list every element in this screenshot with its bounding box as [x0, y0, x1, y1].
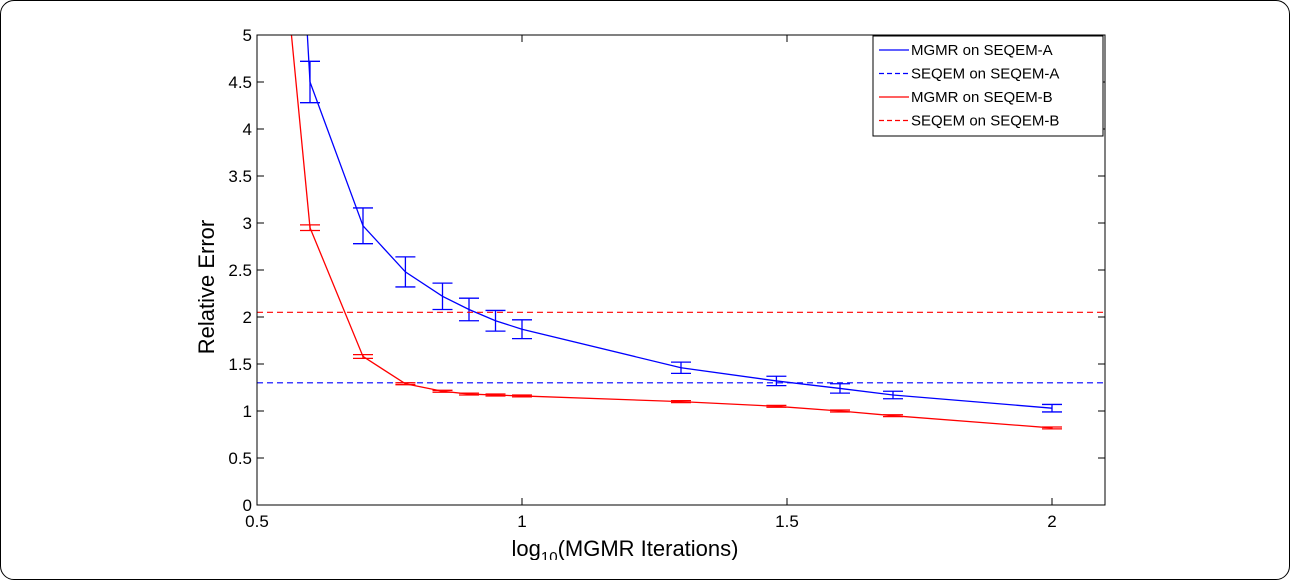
- legend-box: [872, 35, 1104, 137]
- y-tick-label: 1.5: [228, 355, 252, 374]
- error-bar-mgmr-on-seqem-a: [1042, 403, 1062, 413]
- x-axis-label-subscript: 10: [541, 549, 558, 560]
- error-bar-mgmr-on-seqem-a: [512, 319, 532, 340]
- error-bar-mgmr-on-seqem-a: [395, 256, 416, 288]
- error-bar-mgmr-on-seqem-b: [766, 404, 787, 408]
- legend-label: SEQEM on SEQEM-B: [911, 113, 1059, 130]
- y-tick-label: 3: [243, 214, 252, 233]
- error-bar-mgmr-on-seqem-b: [432, 389, 453, 393]
- error-bar-mgmr-on-seqem-b: [512, 394, 532, 398]
- error-bar-mgmr-on-seqem-b: [353, 353, 373, 360]
- error-bar-mgmr-on-seqem-b: [459, 392, 479, 396]
- error-bar-mgmr-on-seqem-a: [830, 383, 850, 394]
- y-tick-label: 4: [243, 120, 252, 139]
- error-bar-mgmr-on-seqem-b: [671, 400, 691, 404]
- x-axis-label-suffix: (MGMR Iterations): [558, 536, 739, 560]
- error-bar-mgmr-on-seqem-a: [485, 309, 506, 332]
- legend-item: MGMR on SEQEM-B: [879, 89, 1053, 106]
- error-bar-mgmr-on-seqem-a: [432, 282, 453, 311]
- legend-item: SEQEM on SEQEM-B: [879, 113, 1059, 130]
- x-tick-label: 1: [517, 512, 526, 531]
- legend-label: SEQEM on SEQEM-A: [911, 66, 1059, 83]
- error-bar-mgmr-on-seqem-b: [1042, 426, 1062, 430]
- y-axis-label: Relative Error: [194, 220, 219, 354]
- y-tick-label: 0.5: [228, 449, 252, 468]
- y-tick-label: 2: [243, 308, 252, 327]
- error-bar-mgmr-on-seqem-a: [353, 207, 373, 245]
- error-bar-mgmr-on-seqem-a: [671, 361, 691, 375]
- error-bar-mgmr-on-seqem-b: [395, 382, 416, 386]
- x-axis-label: log10(MGMR Iterations): [512, 536, 739, 560]
- ticks-layer: 0.5 1 1.5 200.511.522.533.544.55: [228, 26, 1105, 531]
- legend-label: MGMR on SEQEM-B: [911, 89, 1053, 106]
- x-tick-label: 2: [1047, 512, 1056, 531]
- y-tick-label: 5: [243, 26, 252, 45]
- error-bar-mgmr-on-seqem-a: [766, 375, 787, 387]
- error-bar-mgmr-on-seqem-b: [830, 409, 850, 413]
- error-bar-mgmr-on-seqem-b: [300, 224, 320, 232]
- error-bar-mgmr-on-seqem-b: [883, 414, 903, 418]
- error-bar-mgmr-on-seqem-b: [485, 393, 506, 397]
- legend-label: MGMR on SEQEM-A: [911, 42, 1053, 59]
- x-tick-label: 1.5: [775, 512, 799, 531]
- series-group: [257, 35, 1105, 430]
- error-bar-mgmr-on-seqem-a: [883, 390, 903, 400]
- legend-item: MGMR on SEQEM-A: [879, 42, 1053, 59]
- chart: 0.5 1 1.5 200.511.522.533.544.55 Relative E…: [194, 26, 1106, 560]
- y-tick-label: 1: [243, 402, 252, 421]
- y-tick-label: 3.5: [228, 167, 252, 186]
- series-layer: [257, 35, 1105, 430]
- error-bar-mgmr-on-seqem-a: [459, 297, 479, 322]
- y-tick-label: 4.5: [228, 73, 252, 92]
- legend-item: SEQEM on SEQEM-A: [879, 66, 1059, 83]
- legend: MGMR on SEQEM-A SEQEM on SEQEM-A MGMR on S…: [872, 35, 1104, 137]
- y-tick-label: 0: [243, 496, 252, 515]
- error-bar-mgmr-on-seqem-a: [300, 60, 320, 104]
- x-tick-label: 0.5: [245, 512, 269, 531]
- x-axis-label-main: log: [512, 536, 541, 560]
- y-tick-label: 2.5: [228, 261, 252, 280]
